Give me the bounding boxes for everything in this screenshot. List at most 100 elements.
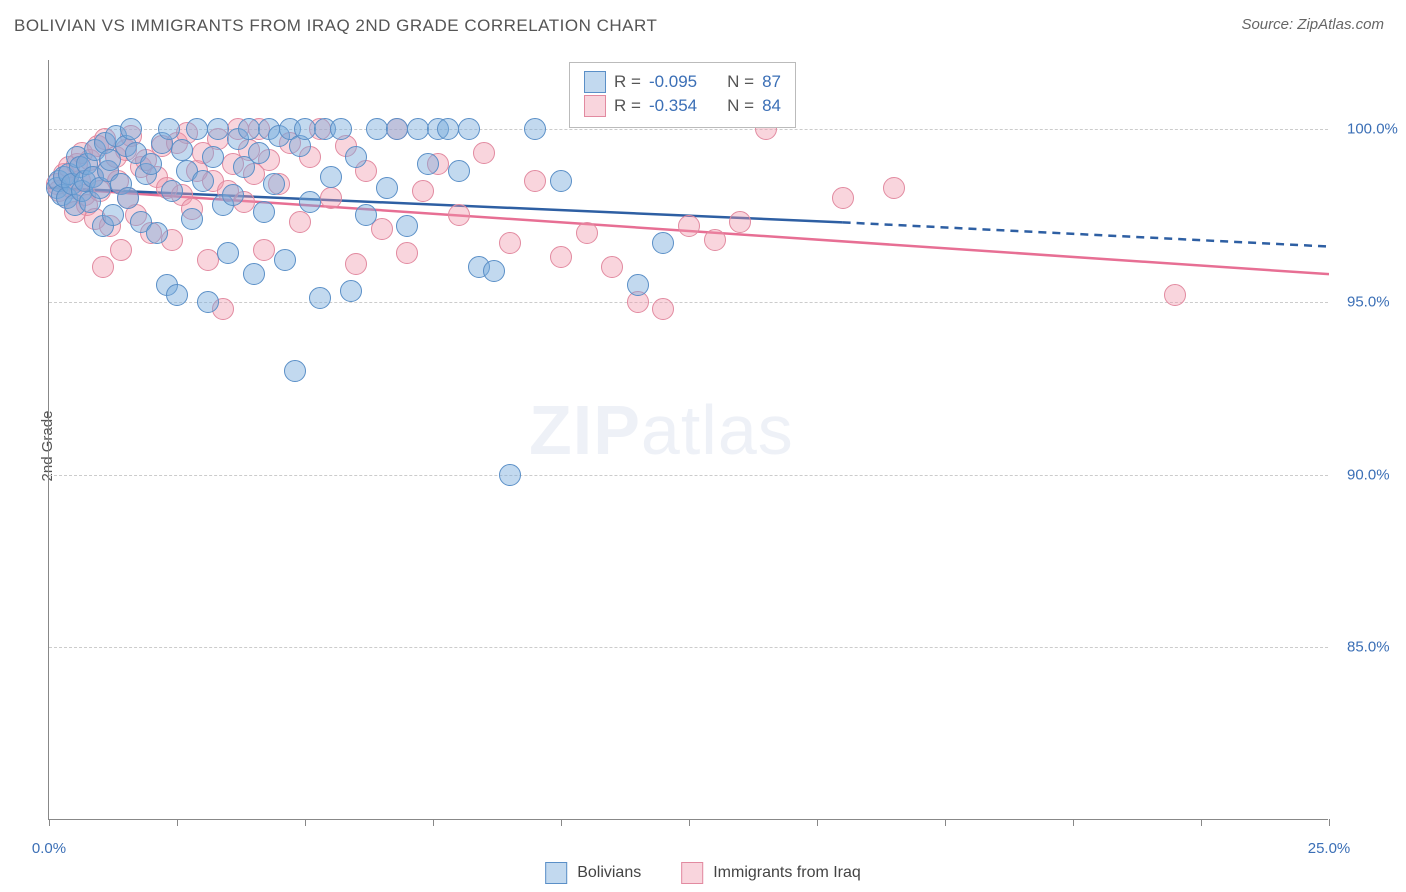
scatter-point-bolivian [171, 139, 193, 161]
x-tick-label: 0.0% [32, 840, 66, 857]
scatter-point-bolivian [499, 464, 521, 486]
scatter-point-bolivian [117, 187, 139, 209]
chart-container: BOLIVIAN VS IMMIGRANTS FROM IRAQ 2ND GRA… [0, 0, 1406, 892]
scatter-point-iraq [448, 204, 470, 226]
scatter-point-bolivian [181, 208, 203, 230]
stats-legend-box: R =-0.095N =87R =-0.354N =84 [569, 62, 796, 128]
stats-legend-row: R = -0.354 N = 84 [584, 95, 781, 117]
scatter-point-iraq [550, 246, 572, 268]
scatter-point-iraq [473, 142, 495, 164]
scatter-point-bolivian [140, 153, 162, 175]
scatter-point-bolivian [274, 249, 296, 271]
scatter-point-iraq [499, 232, 521, 254]
scatter-point-iraq [832, 187, 854, 209]
scatter-point-bolivian [366, 118, 388, 140]
scatter-point-iraq [576, 222, 598, 244]
scatter-point-bolivian [396, 215, 418, 237]
scatter-point-iraq [524, 170, 546, 192]
scatter-point-iraq [652, 298, 674, 320]
x-tick [1329, 819, 1330, 826]
r-value: -0.095 [649, 72, 697, 92]
scatter-point-bolivian [309, 287, 331, 309]
scatter-point-iraq [396, 242, 418, 264]
scatter-point-iraq [678, 215, 700, 237]
scatter-point-bolivian [192, 170, 214, 192]
scatter-point-bolivian [166, 284, 188, 306]
scatter-point-bolivian [238, 118, 260, 140]
x-tick [561, 819, 562, 826]
scatter-point-iraq [92, 256, 114, 278]
scatter-point-bolivian [320, 166, 342, 188]
scatter-point-bolivian [197, 291, 219, 313]
scatter-point-bolivian [120, 118, 142, 140]
scatter-point-bolivian [253, 201, 275, 223]
plot-area: ZIPatlas 100.0%95.0%90.0%85.0%0.0%25.0%R… [48, 60, 1328, 820]
legend-item: Immigrants from Iraq [681, 862, 861, 884]
scatter-point-bolivian [458, 118, 480, 140]
n-value: 84 [762, 96, 781, 116]
y-tick-label: 90.0% [1347, 466, 1390, 483]
y-tick-label: 100.0% [1347, 121, 1398, 138]
scatter-point-bolivian [627, 274, 649, 296]
x-tick-label: 25.0% [1308, 840, 1351, 857]
scatter-point-bolivian [294, 118, 316, 140]
scatter-point-iraq [601, 256, 623, 278]
scatter-point-bolivian [222, 184, 244, 206]
legend-swatch [584, 95, 606, 117]
n-label: N = [727, 72, 754, 92]
scatter-point-bolivian [207, 118, 229, 140]
scatter-point-bolivian [417, 153, 439, 175]
scatter-point-bolivian [355, 204, 377, 226]
scatter-point-bolivian [263, 173, 285, 195]
chart-title: BOLIVIAN VS IMMIGRANTS FROM IRAQ 2ND GRA… [14, 16, 657, 36]
watermark: ZIPatlas [529, 390, 794, 470]
legend-item: Bolivians [545, 862, 641, 884]
scatter-point-bolivian [345, 146, 367, 168]
scatter-point-iraq [345, 253, 367, 275]
scatter-point-bolivian [524, 118, 546, 140]
gridline [49, 647, 1328, 648]
legend-swatch [545, 862, 567, 884]
scatter-point-bolivian [284, 360, 306, 382]
scatter-point-iraq [320, 187, 342, 209]
stats-legend-row: R =-0.095N =87 [584, 71, 781, 93]
x-tick [1201, 819, 1202, 826]
scatter-point-bolivian [146, 222, 168, 244]
r-value: -0.354 [649, 96, 697, 116]
scatter-point-bolivian [217, 242, 239, 264]
gridline [49, 302, 1328, 303]
x-tick [177, 819, 178, 826]
bottom-legend: Bolivians Immigrants from Iraq [545, 862, 861, 884]
scatter-point-bolivian [299, 191, 321, 213]
legend-swatch [681, 862, 703, 884]
n-label: N = [727, 96, 754, 116]
legend-label: Bolivians [577, 864, 641, 882]
scatter-point-bolivian [330, 118, 352, 140]
scatter-point-bolivian [248, 142, 270, 164]
legend-swatch [584, 71, 606, 93]
gridline [49, 475, 1328, 476]
y-tick-label: 95.0% [1347, 293, 1390, 310]
scatter-point-bolivian [386, 118, 408, 140]
scatter-point-bolivian [483, 260, 505, 282]
scatter-point-bolivian [376, 177, 398, 199]
scatter-point-iraq [729, 211, 751, 233]
x-tick [1073, 819, 1074, 826]
r-label: R = [614, 96, 641, 116]
scatter-point-bolivian [161, 180, 183, 202]
legend-label: Immigrants from Iraq [713, 864, 861, 882]
scatter-point-bolivian [437, 118, 459, 140]
scatter-point-bolivian [158, 118, 180, 140]
scatter-point-iraq [412, 180, 434, 202]
x-tick [49, 819, 50, 826]
scatter-point-iraq [1164, 284, 1186, 306]
scatter-point-bolivian [407, 118, 429, 140]
x-tick [433, 819, 434, 826]
scatter-point-iraq [883, 177, 905, 199]
scatter-point-bolivian [550, 170, 572, 192]
scatter-point-bolivian [448, 160, 470, 182]
x-tick [817, 819, 818, 826]
r-label: R = [614, 72, 641, 92]
scatter-point-bolivian [102, 204, 124, 226]
scatter-point-iraq [253, 239, 275, 261]
